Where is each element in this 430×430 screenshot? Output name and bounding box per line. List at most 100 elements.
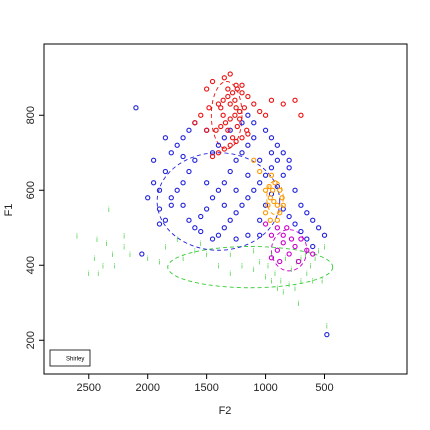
point-i: i xyxy=(326,322,328,330)
point-e xyxy=(280,172,286,178)
point-o xyxy=(251,157,257,163)
point-e xyxy=(239,202,245,208)
point-i: i xyxy=(182,255,184,263)
point-e xyxy=(162,217,169,223)
point-e xyxy=(268,165,275,171)
point-e xyxy=(162,135,169,141)
point-o xyxy=(274,202,281,208)
point-i: i xyxy=(259,259,261,267)
y-tick-label: 800 xyxy=(25,106,37,124)
point-a xyxy=(225,127,231,133)
point-u xyxy=(286,251,292,257)
point-e xyxy=(192,157,198,163)
point-i: i xyxy=(270,277,272,285)
ellipse-o xyxy=(266,180,284,216)
point-a xyxy=(225,93,231,100)
point-o xyxy=(277,187,283,193)
point-e xyxy=(262,202,269,208)
point-u xyxy=(268,232,275,238)
point-i: i xyxy=(265,274,267,282)
point-a xyxy=(233,138,239,145)
point-e xyxy=(298,228,304,235)
point-a xyxy=(218,123,224,130)
point-i: i xyxy=(282,289,284,297)
y-tick-label: 200 xyxy=(25,331,37,349)
x-axis: 2500 2000 1500 1000 500 xyxy=(77,374,334,394)
x-axis-title: F2 xyxy=(219,405,232,417)
point-e xyxy=(310,217,316,223)
x-tick-label: 1500 xyxy=(194,382,218,394)
point-i: i xyxy=(164,244,166,252)
point-o xyxy=(277,210,283,216)
point-e xyxy=(180,202,186,208)
point-e xyxy=(227,217,233,223)
point-u xyxy=(288,236,295,242)
point-a xyxy=(215,101,222,107)
point-e xyxy=(274,157,281,163)
point-i: i xyxy=(97,270,99,278)
point-e xyxy=(139,251,145,257)
point-e xyxy=(239,120,245,126)
point-o xyxy=(269,187,276,193)
point-e xyxy=(239,150,245,156)
point-a xyxy=(236,116,243,122)
point-i: i xyxy=(280,277,282,285)
point-e xyxy=(286,165,292,171)
point-e xyxy=(251,135,257,141)
point-i: i xyxy=(241,262,243,270)
point-a xyxy=(203,127,210,133)
point-i: i xyxy=(253,266,255,274)
point-e xyxy=(180,135,186,141)
point-e xyxy=(274,142,281,148)
point-a xyxy=(206,105,212,111)
point-e xyxy=(257,232,263,238)
point-u xyxy=(277,258,283,265)
point-u xyxy=(295,258,302,265)
point-i: i xyxy=(324,244,326,252)
point-e xyxy=(198,228,204,235)
point-e xyxy=(156,221,163,227)
point-a xyxy=(215,150,222,156)
point-e xyxy=(162,168,169,175)
legend: Shirley xyxy=(49,349,91,367)
point-i: i xyxy=(267,262,269,270)
point-u xyxy=(304,247,310,253)
point-e xyxy=(174,187,180,193)
point-e xyxy=(286,157,292,163)
point-e xyxy=(245,195,251,201)
point-a xyxy=(213,127,219,133)
point-e xyxy=(310,243,316,250)
y-tick-label: 600 xyxy=(25,181,37,199)
point-e xyxy=(156,187,163,193)
point-e xyxy=(156,206,163,212)
point-a xyxy=(209,78,216,85)
point-i: i xyxy=(300,255,302,263)
point-i: i xyxy=(105,240,107,248)
point-a xyxy=(233,82,239,88)
point-e xyxy=(233,187,239,193)
point-e xyxy=(321,232,328,238)
point-e xyxy=(221,202,227,208)
point-e xyxy=(262,172,269,178)
point-a xyxy=(251,101,257,107)
point-i: i xyxy=(294,285,296,293)
point-o xyxy=(279,195,285,201)
point-e xyxy=(203,180,210,186)
point-e xyxy=(274,183,281,190)
point-a xyxy=(192,120,198,126)
point-a xyxy=(227,101,233,107)
point-u xyxy=(268,255,275,261)
point-e xyxy=(174,142,180,148)
point-i: i xyxy=(274,270,276,278)
point-i: i xyxy=(309,262,311,270)
point-e xyxy=(180,153,186,160)
point-i: i xyxy=(200,240,202,248)
point-i: i xyxy=(108,206,110,214)
point-e xyxy=(168,150,174,156)
point-a xyxy=(239,82,245,88)
point-u xyxy=(280,232,286,238)
point-i: i xyxy=(291,266,293,274)
ellipse-i xyxy=(167,246,334,289)
point-i: i xyxy=(312,277,314,285)
point-a xyxy=(233,105,239,111)
